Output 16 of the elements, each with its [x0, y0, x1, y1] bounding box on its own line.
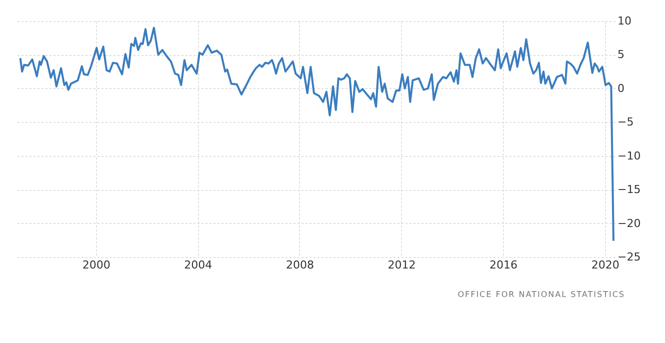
y-tick-label: −20	[618, 216, 641, 230]
x-tick-label: 2000	[82, 258, 110, 272]
line-series	[19, 26, 614, 242]
x-tick-label: 2012	[388, 258, 416, 272]
x-tick-label: 2016	[490, 258, 518, 272]
y-tick-label: 10	[618, 14, 632, 28]
y-tick-label: −25	[618, 250, 641, 264]
y-tick-label: 5	[618, 48, 624, 62]
x-tick-label: 2008	[286, 258, 314, 272]
x-tick-label: 2004	[184, 258, 212, 272]
y-tick-label: 0	[618, 82, 624, 95]
x-tick-label: 2020	[591, 258, 620, 272]
y-tick-label: −10	[618, 149, 641, 162]
y-tick-label: −5	[618, 116, 634, 129]
y-tick-label: −15	[618, 183, 641, 196]
text: OFFICE FOR NATIONAL STATISTICS	[458, 290, 625, 299]
